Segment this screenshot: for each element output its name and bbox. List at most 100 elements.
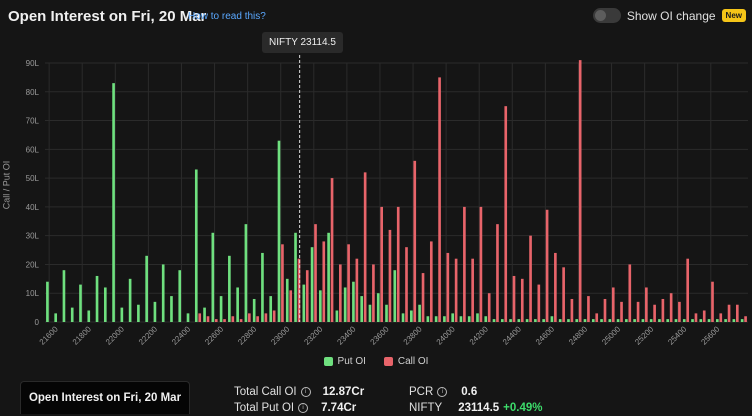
put-swatch <box>323 357 333 366</box>
put-bar <box>500 319 504 322</box>
put-bar <box>244 224 248 322</box>
ratio-block: PCR i 0.6 NIFTY 23114.5 +0.49% <box>409 384 543 416</box>
put-bar <box>409 310 413 322</box>
put-bar <box>360 296 364 322</box>
put-bar <box>732 319 736 322</box>
call-bar <box>248 313 251 322</box>
x-tick-label: 22000 <box>104 324 126 346</box>
call-bar <box>355 258 359 322</box>
call-bar <box>438 77 441 322</box>
y-tick-label: 0 <box>35 318 40 327</box>
put-bar <box>120 307 124 322</box>
put-bar <box>534 319 537 322</box>
put-bar <box>153 301 157 322</box>
put-bar <box>401 313 405 322</box>
call-bar <box>504 106 508 322</box>
oi-change-toggle[interactable] <box>592 8 621 23</box>
put-bar <box>418 304 421 322</box>
put-bar <box>87 310 91 322</box>
put-bar <box>633 319 636 322</box>
put-bar <box>558 319 562 322</box>
put-bar <box>600 319 603 322</box>
call-bar <box>372 264 375 322</box>
put-bar <box>492 319 496 322</box>
call-bar <box>223 319 226 322</box>
call-bar <box>256 316 259 322</box>
call-bar <box>554 252 557 322</box>
x-tick-label: 22200 <box>137 324 159 346</box>
total-put-value: 7.74Cr <box>321 402 357 414</box>
put-bar <box>261 252 264 322</box>
x-tick-label: 24600 <box>534 324 556 346</box>
call-bar <box>471 258 474 322</box>
pcr-row: PCR i 0.6 <box>409 384 543 400</box>
call-bar <box>636 301 640 322</box>
call-bar <box>661 298 665 322</box>
call-bar <box>702 310 706 322</box>
put-bar <box>459 316 463 322</box>
y-tick-label: 20L <box>26 260 40 269</box>
put-bar <box>608 319 612 322</box>
put-bar <box>285 278 289 322</box>
put-bar <box>525 319 529 322</box>
put-bar <box>319 290 322 322</box>
call-bar <box>479 206 483 322</box>
info-icon[interactable]: i <box>300 387 311 397</box>
put-bar <box>451 313 454 322</box>
put-bar <box>310 247 314 322</box>
info-icon[interactable]: i <box>437 387 448 397</box>
x-tick-label: 25400 <box>666 324 688 346</box>
put-bar <box>716 319 719 322</box>
oi-bar-chart: 0 10L 20L 30L 40L 50L 60L 70L 80L 90L 21600 21800 22… <box>26 55 748 347</box>
call-bar <box>396 206 400 322</box>
put-bar <box>393 270 397 322</box>
put-bar <box>707 319 711 322</box>
call-bar <box>711 281 714 322</box>
put-bar <box>137 304 140 322</box>
call-bar <box>214 319 218 322</box>
put-bar <box>666 319 670 322</box>
nifty-label: NIFTY <box>409 402 443 414</box>
oi-date-button[interactable]: Open Interest on Fri, 20 Mar <box>20 381 190 414</box>
y-tick-label: 30L <box>26 232 40 241</box>
put-bar <box>79 284 82 322</box>
x-tick-label: 24800 <box>567 324 589 346</box>
nifty-value: 23114.5 <box>458 402 500 414</box>
call-bar <box>363 172 367 322</box>
call-bar <box>562 267 565 322</box>
put-bar <box>236 287 239 322</box>
nifty-change: +0.49% <box>503 402 543 414</box>
put-bar <box>194 169 198 322</box>
put-bar <box>699 319 703 322</box>
put-bar <box>302 284 306 322</box>
put-bar <box>649 319 653 322</box>
put-bar <box>583 319 587 322</box>
put-bar <box>467 316 471 322</box>
call-bar <box>446 252 450 322</box>
put-bar <box>252 298 256 322</box>
put-bar <box>443 316 446 322</box>
put-bar <box>434 316 438 322</box>
put-bar <box>186 313 190 322</box>
put-bar <box>103 287 107 322</box>
call-bar <box>330 178 334 322</box>
x-tick-label: 22600 <box>203 324 225 346</box>
legend-call[interactable]: Call OI <box>383 356 428 367</box>
call-bar <box>487 293 491 322</box>
legend-put[interactable]: Put OI <box>323 356 366 367</box>
call-bar <box>314 224 317 322</box>
pcr-label: PCR <box>409 386 434 398</box>
put-bar <box>691 319 694 322</box>
call-bar <box>454 258 458 322</box>
x-tick-label: 23800 <box>402 324 424 346</box>
y-axis-label: Call / Put OI <box>1 160 12 210</box>
call-bar <box>545 209 549 322</box>
chart-legend: Put OI Call OI <box>0 356 752 367</box>
info-icon[interactable]: i <box>298 403 309 413</box>
put-bar <box>269 296 273 322</box>
call-bar <box>339 264 342 322</box>
how-to-read-link[interactable]: How to read this? <box>188 11 266 22</box>
oi-change-toggle-group[interactable]: Show OI change New <box>592 8 746 23</box>
put-bar <box>376 293 380 322</box>
call-bar <box>570 298 574 322</box>
